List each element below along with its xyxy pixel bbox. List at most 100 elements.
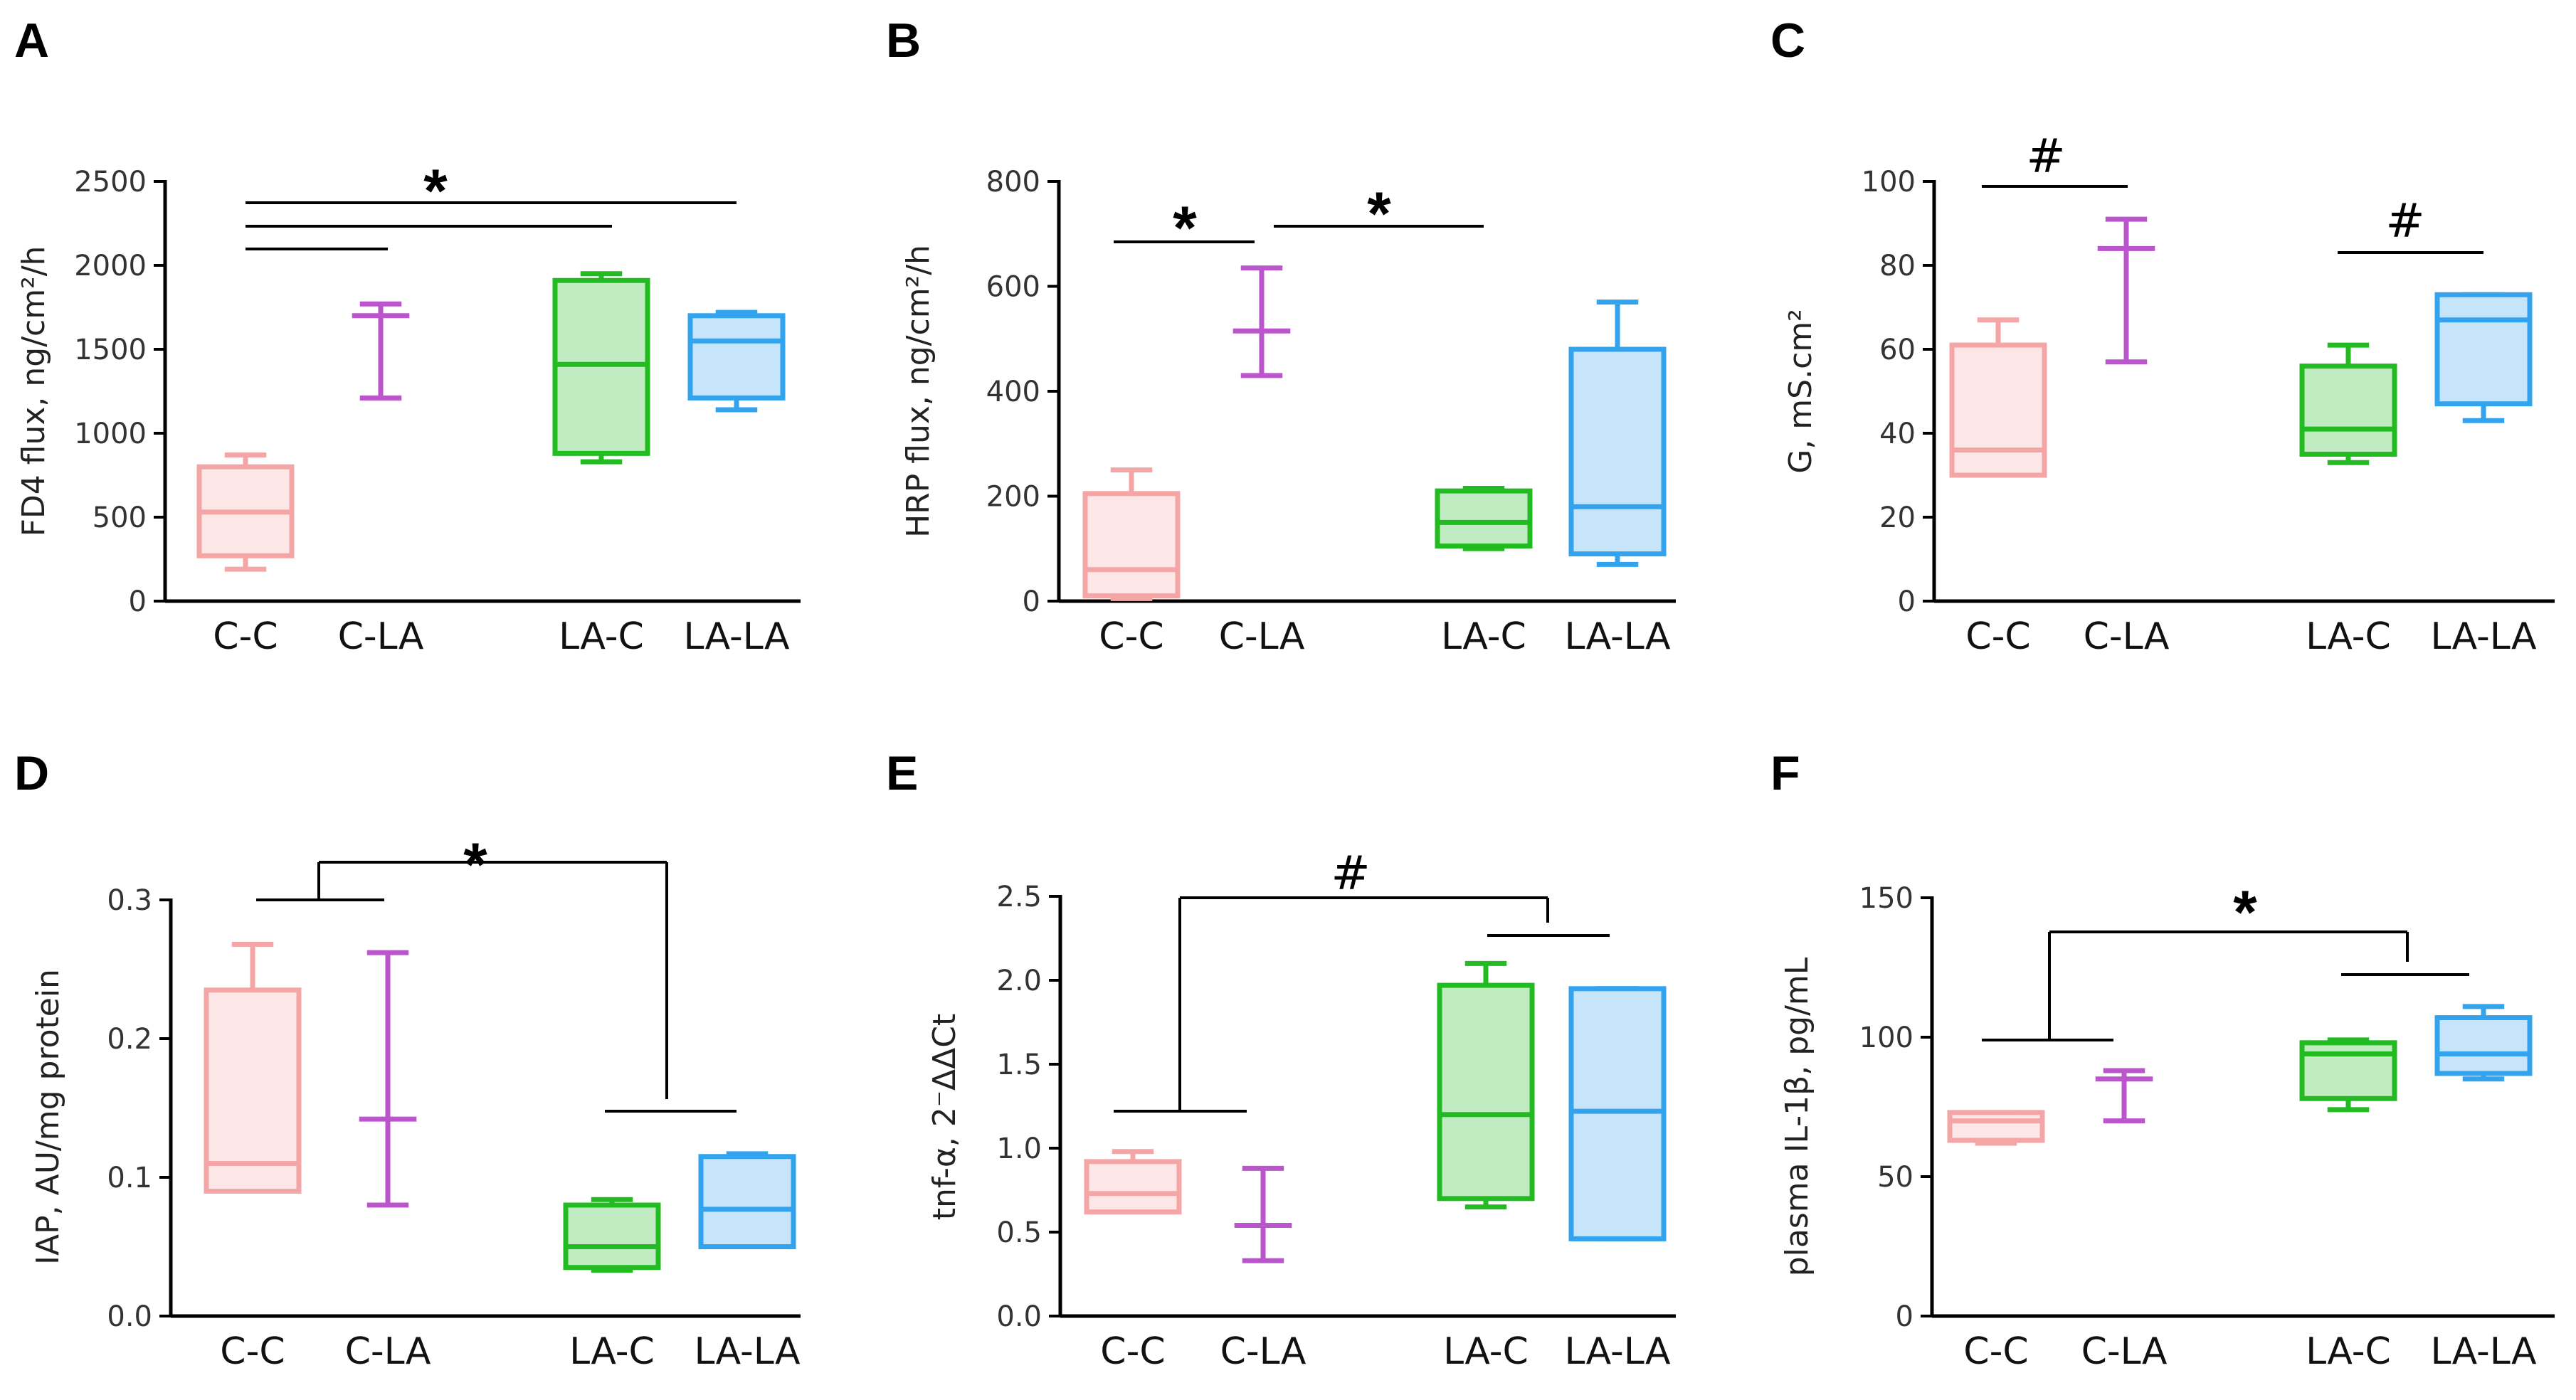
y-tick-label: 500 [93, 502, 147, 534]
panel-A: A 0 500 1000 1500 2000 2500 FD4 flux, ng/cm²/h C… [14, 14, 801, 658]
box-iqr [2434, 1015, 2533, 1076]
panel-C: C 0 20 40 60 80 100 G, mS.cm² C-C C-LA LA-C LA-LA # # [1770, 14, 2555, 658]
x-category-label: LA-LA [1564, 1330, 1671, 1373]
x-category-label: LA-LA [2430, 1330, 2537, 1373]
box-iqr [687, 313, 786, 401]
box-C-C [204, 941, 302, 1194]
box-C-LA [2097, 216, 2155, 365]
y-tick-label: 2.5 [996, 881, 1042, 913]
significance-marker: * [1367, 180, 1391, 248]
y-tick-label: 0.2 [107, 1023, 152, 1056]
box-LA-C [1437, 960, 1535, 1210]
y-axis-label: HRP flux, ng/cm²/h [900, 245, 936, 538]
x-category-label: C-C [213, 615, 278, 658]
x-category-label: LA-LA [1564, 615, 1671, 658]
y-tick-label: 80 [1879, 250, 1916, 282]
box-C-LA [352, 301, 410, 401]
x-category-label: LA-C [1441, 615, 1526, 658]
x-category-label: C-C [220, 1330, 285, 1373]
x-category-label: LA-LA [683, 615, 790, 658]
panel-B: B 0 200 400 600 800 HRP flux, ng/cm²/h C-C C-LA L… [886, 14, 1676, 658]
box-iqr [2299, 364, 2397, 457]
x-category-label: C-C [1099, 615, 1163, 658]
box-LA-LA [687, 309, 786, 413]
box-LA-C [1435, 485, 1533, 551]
x-category-label: C-LA [2084, 615, 2170, 658]
panel-letter: D [14, 746, 49, 800]
y-axis-label: plasma IL-1β, pg/mL [1779, 957, 1815, 1276]
y-tick-label: 0.0 [996, 1300, 1042, 1333]
y-tick-label: 1500 [74, 334, 147, 366]
box-C-LA [1232, 265, 1291, 378]
y-tick-label: 0 [1896, 1300, 1913, 1333]
box-iqr [2434, 292, 2533, 407]
y-tick-label: 2000 [74, 250, 147, 282]
panel-D: D 0.0 0.1 0.2 0.3 IAP, AU/mg protein C-C C-LA LA… [14, 746, 801, 1373]
box-iqr [2299, 1040, 2397, 1101]
box-C-C [196, 452, 295, 572]
significance-marker: # [2385, 193, 2424, 248]
x-category-label: C-C [1100, 1330, 1165, 1373]
box-LA-C [552, 271, 650, 465]
box-C-LA [359, 950, 417, 1208]
y-axis-label: FD4 flux, ng/cm²/h [16, 246, 52, 537]
y-tick-label: 400 [986, 376, 1040, 408]
box-LA-C [563, 1197, 661, 1273]
box-C-C [1949, 317, 2047, 478]
significance-marker: # [1331, 846, 1370, 901]
y-tick-label: 20 [1879, 502, 1916, 534]
y-tick-label: 150 [1859, 882, 1913, 915]
box-LA-LA [2434, 1004, 2533, 1082]
box-iqr [1947, 1110, 2045, 1143]
y-tick-label: 50 [1877, 1161, 1913, 1194]
box-C-LA [2095, 1068, 2153, 1124]
x-category-label: LA-C [569, 1330, 655, 1373]
panel-letter: A [14, 14, 49, 68]
y-tick-label: 1000 [74, 418, 147, 450]
x-category-label: LA-LA [694, 1330, 801, 1373]
box-iqr [1437, 982, 1535, 1202]
y-tick-label: 60 [1879, 334, 1916, 366]
box-C-LA [1234, 1165, 1292, 1263]
box-C-C [1947, 1110, 2045, 1146]
panel-F: F 0 50 100 150 plasma IL-1β, pg/mL C-C C-LA LA-C… [1770, 746, 2555, 1373]
significance-marker: * [1173, 194, 1197, 262]
y-tick-label: 0.0 [107, 1300, 152, 1333]
significance-marker: * [2233, 879, 2257, 947]
y-tick-label: 600 [986, 271, 1040, 304]
y-tick-label: 1.5 [996, 1049, 1042, 1081]
y-tick-label: 0 [129, 585, 147, 618]
y-tick-label: 2500 [74, 166, 147, 198]
x-category-label: C-LA [1219, 615, 1305, 658]
x-category-label: C-LA [2081, 1330, 2168, 1373]
x-category-label: LA-LA [2430, 615, 2537, 658]
panel-letter: B [886, 14, 921, 68]
box-LA-LA [1568, 986, 1667, 1241]
y-tick-label: 2.0 [996, 965, 1042, 997]
y-tick-label: 200 [986, 481, 1040, 514]
box-LA-C [2299, 1037, 2397, 1113]
box-iqr [1568, 986, 1667, 1241]
y-axis-label: IAP, AU/mg protein [30, 969, 66, 1265]
x-category-label: C-C [1963, 1330, 2028, 1373]
significance-marker: # [2026, 129, 2065, 184]
box-iqr [1568, 346, 1667, 557]
x-category-label: C-LA [1220, 1330, 1307, 1373]
x-category-label: C-LA [338, 615, 424, 658]
y-tick-label: 0 [1898, 585, 1916, 618]
significance-marker: * [423, 157, 448, 226]
box-C-C [1082, 467, 1181, 601]
y-axis-label: G, mS.cm² [1783, 309, 1819, 474]
y-tick-label: 0.3 [107, 884, 152, 917]
y-axis-label: tnf-α, 2⁻ΔΔCt [927, 1014, 963, 1220]
box-iqr [1435, 488, 1533, 549]
box-LA-LA [1568, 299, 1667, 567]
y-tick-label: 40 [1879, 418, 1916, 450]
box-iqr [1082, 491, 1181, 599]
x-category-label: LA-C [559, 615, 644, 658]
x-category-label: C-LA [345, 1330, 431, 1373]
y-tick-label: 100 [1862, 166, 1916, 198]
x-category-label: LA-C [2306, 615, 2391, 658]
box-iqr [563, 1202, 661, 1271]
